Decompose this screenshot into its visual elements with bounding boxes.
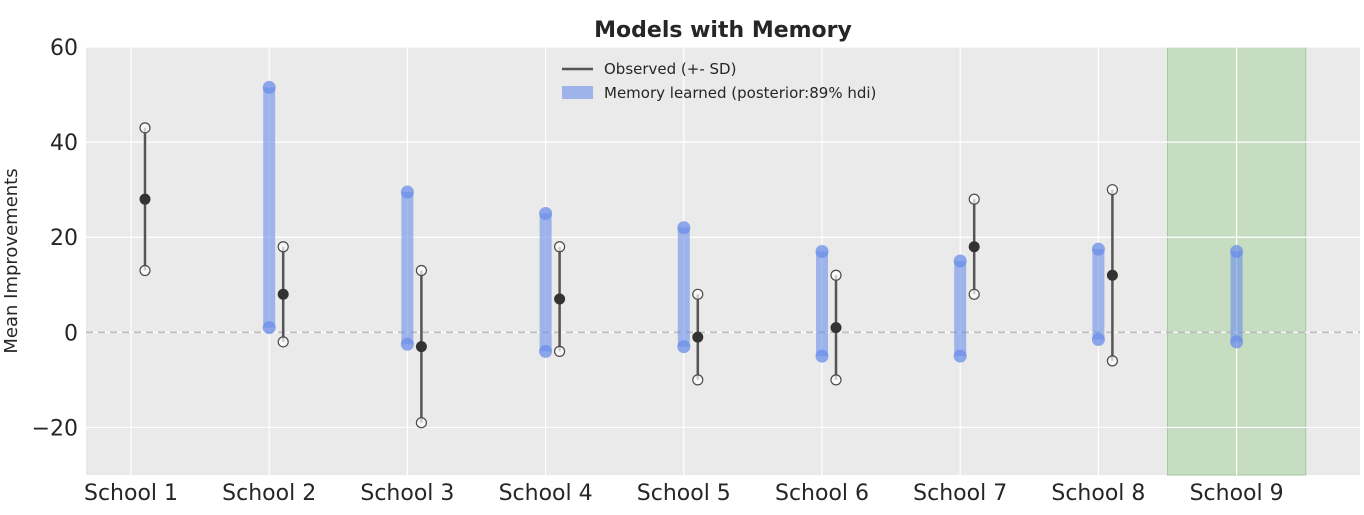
- x-tick-label: School 9: [1190, 481, 1284, 506]
- chart-title: Models with Memory: [594, 18, 852, 43]
- observed-mean-point: [139, 193, 151, 205]
- observed-sd-endpoint: [968, 193, 980, 205]
- memory-hdi-endpoint: [815, 244, 829, 258]
- memory-hdi-endpoint: [1091, 332, 1105, 346]
- memory-hdi-bar: [539, 213, 552, 352]
- memory-hdi-bar: [816, 251, 828, 357]
- x-tick-label: School 2: [222, 481, 316, 506]
- memory-hdi-endpoint: [539, 344, 553, 358]
- x-tick-label: School 5: [637, 481, 731, 506]
- observed-mean-point: [692, 331, 704, 343]
- memory-hdi-endpoint: [1230, 244, 1244, 258]
- legend-swatch-memory: [562, 86, 593, 99]
- y-axis-label: Mean Improvements: [1, 168, 22, 353]
- observed-sd-endpoint: [692, 288, 704, 300]
- memory-hdi-endpoint: [1230, 335, 1244, 349]
- observed-sd-endpoint: [139, 122, 151, 134]
- observed-mean-point: [277, 288, 289, 300]
- y-tick-label: 40: [50, 131, 78, 156]
- x-tick-label: School 6: [775, 481, 869, 506]
- x-tick-label: School 4: [499, 481, 593, 506]
- memory-hdi-endpoint: [815, 349, 829, 363]
- y-tick-label: −20: [32, 416, 78, 441]
- x-tick-labels: School 1 School 2 School 3 School 4 School 5…: [84, 481, 1284, 506]
- observed-sd-endpoint: [415, 417, 427, 429]
- observed-sd-endpoint: [1106, 355, 1119, 367]
- x-tick-label: School 3: [360, 481, 454, 506]
- memory-hdi-endpoint: [400, 185, 414, 199]
- memory-hdi-endpoint: [677, 340, 691, 354]
- observed-sd-endpoint: [415, 264, 427, 277]
- memory-hdi-bar: [1092, 249, 1105, 340]
- memory-hdi-endpoint: [677, 221, 691, 235]
- x-tick-label: School 8: [1051, 481, 1145, 506]
- observed-mean-point: [554, 293, 566, 305]
- memory-hdi-endpoint: [539, 206, 553, 220]
- observed-mean-point: [415, 341, 427, 353]
- memory-hdi-endpoint: [1091, 242, 1105, 256]
- memory-hdi-bar: [954, 261, 967, 357]
- memory-hdi-endpoint: [400, 337, 414, 351]
- observed-sd-endpoint: [553, 241, 566, 253]
- observed-layer: [139, 122, 1119, 429]
- observed-mean-point: [830, 322, 842, 334]
- y-tick-label: 60: [50, 36, 78, 61]
- memory-hdi-layer: [262, 80, 1244, 363]
- observed-sd-endpoint: [830, 269, 842, 281]
- observed-sd-endpoint: [277, 336, 289, 348]
- y-tick-label: 0: [64, 321, 78, 346]
- observed-sd-endpoint: [139, 264, 151, 277]
- observed-sd-endpoint: [553, 345, 566, 357]
- observed-sd-endpoint: [830, 374, 842, 386]
- observed-sd-endpoint: [692, 374, 704, 386]
- memory-hdi-endpoint: [953, 254, 967, 268]
- x-tick-label: School 7: [913, 481, 1007, 506]
- legend-label-observed: Observed (+- SD): [604, 60, 736, 78]
- memory-hdi-endpoint: [953, 349, 967, 363]
- observed-sd-endpoint: [1106, 184, 1119, 196]
- memory-hdi-endpoint: [262, 321, 276, 335]
- legend: Observed (+- SD) Memory learned (posteri…: [562, 60, 876, 102]
- observed-mean-point: [968, 241, 980, 253]
- legend-label-memory: Memory learned (posterior:89% hdi): [604, 84, 876, 102]
- memory-hdi-bar: [1230, 251, 1243, 342]
- memory-hdi-bar: [401, 192, 414, 345]
- plot-area: [86, 47, 1360, 475]
- memory-hdi-bar: [677, 227, 690, 347]
- memory-hdi-bar: [263, 87, 276, 328]
- observed-sd-endpoint: [277, 241, 289, 253]
- y-tick-labels: 60 40 20 0 −20: [32, 36, 78, 441]
- observed-sd-endpoint: [968, 288, 980, 300]
- y-tick-label: 20: [50, 226, 78, 251]
- memory-hdi-endpoint: [262, 80, 276, 94]
- observed-mean-point: [1106, 269, 1118, 281]
- x-tick-label: School 1: [84, 481, 178, 506]
